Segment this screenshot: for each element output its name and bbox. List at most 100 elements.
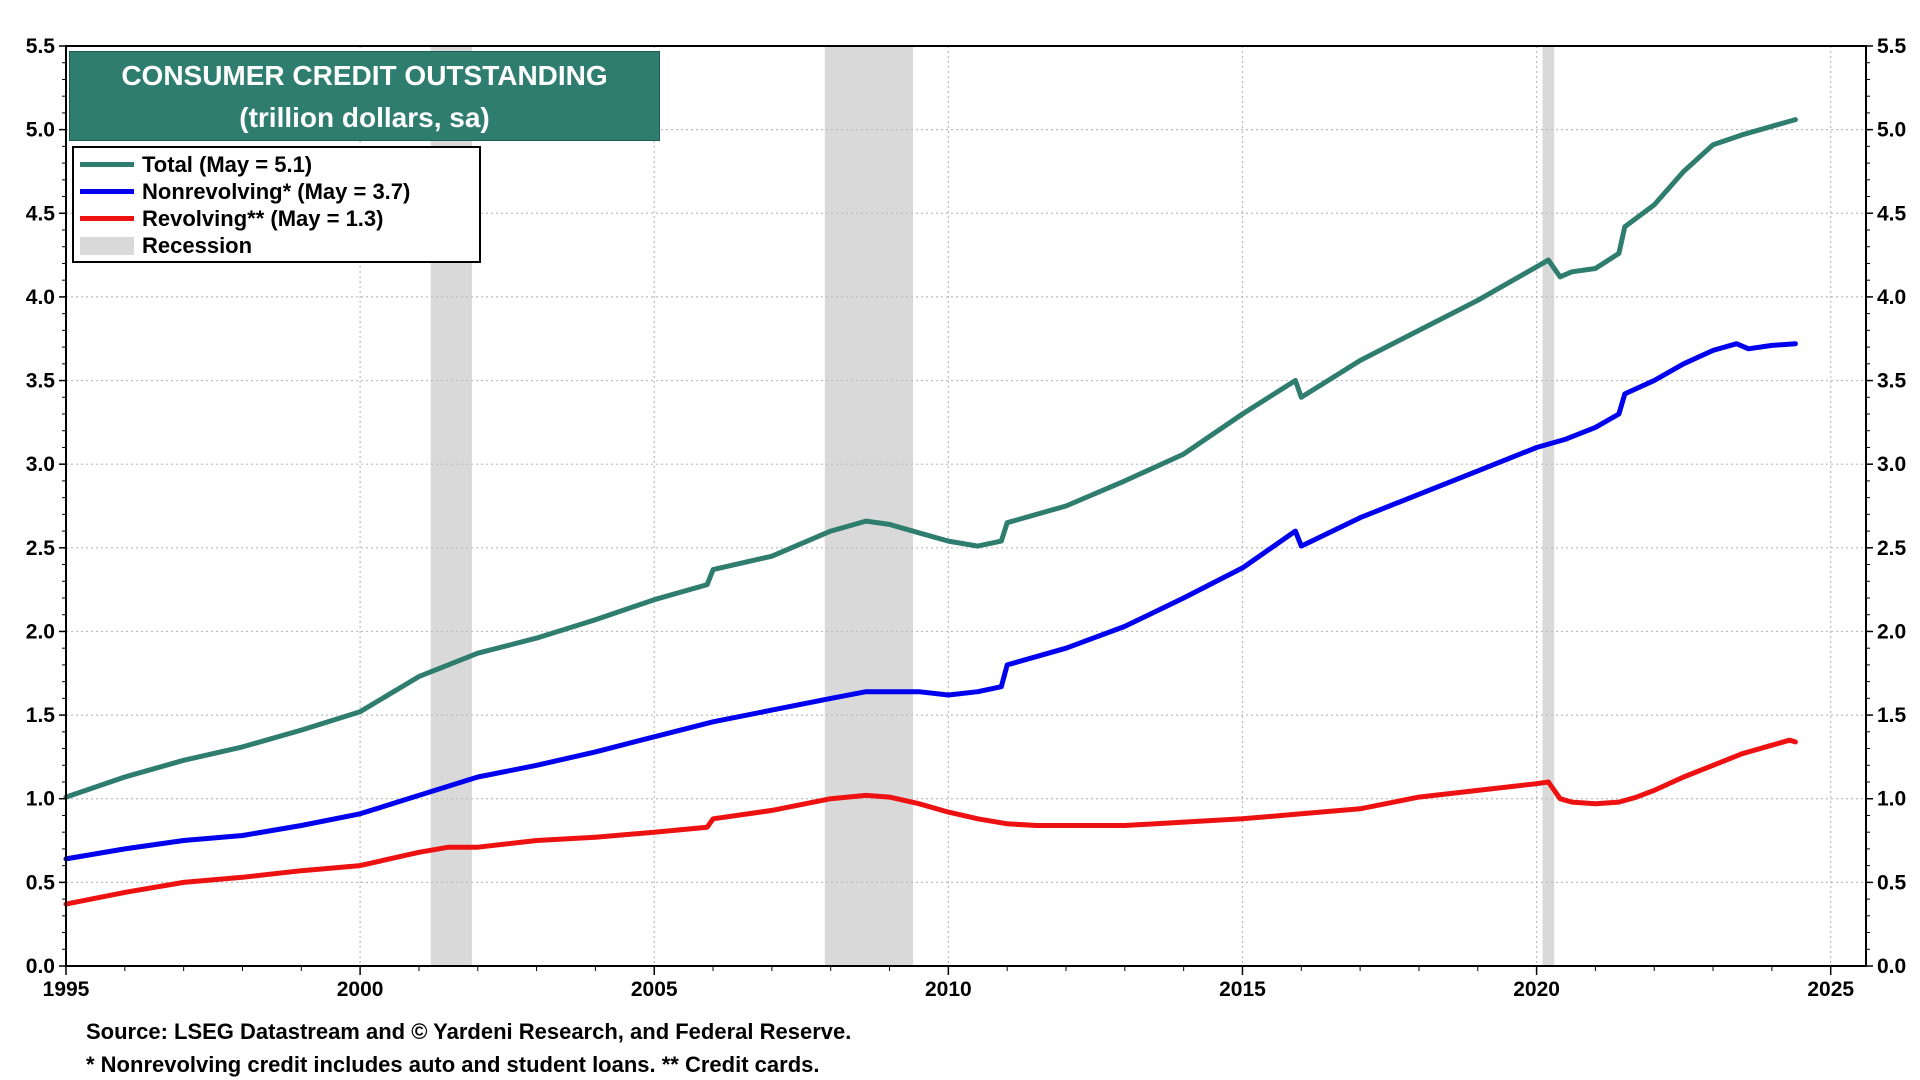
data-point-total <box>976 544 980 548</box>
data-point-revolving <box>123 890 127 894</box>
data-point-total <box>1546 258 1550 262</box>
y-tick-label-right-11: 5.5 <box>1877 35 1907 58</box>
data-point-total <box>1064 504 1068 508</box>
data-point-total <box>1652 203 1656 207</box>
legend-item-nonrevolving: Nonrevolving* (May = 3.7) <box>80 178 479 205</box>
legend-swatch-total <box>80 162 134 167</box>
data-point-total <box>123 775 127 779</box>
data-point-nonrevolving <box>1358 516 1362 520</box>
legend-swatch-nonrevolving <box>80 189 134 194</box>
data-point-nonrevolving <box>1617 412 1621 416</box>
data-point-total <box>917 531 921 535</box>
data-point-revolving <box>1064 823 1068 827</box>
data-point-revolving <box>476 845 480 849</box>
data-point-revolving <box>946 810 950 814</box>
data-point-nonrevolving <box>1623 392 1627 396</box>
data-point-total <box>476 651 480 655</box>
data-point-nonrevolving <box>240 834 244 838</box>
data-point-nonrevolving <box>864 690 868 694</box>
data-point-nonrevolving <box>358 812 362 816</box>
data-point-revolving <box>446 845 450 849</box>
data-point-revolving <box>1788 738 1792 742</box>
data-point-total <box>182 758 186 762</box>
data-point-nonrevolving <box>946 693 950 697</box>
y-tick-label-right-3: 1.5 <box>1877 704 1907 727</box>
data-point-total <box>864 519 868 523</box>
data-point-revolving <box>1476 788 1480 792</box>
data-point-total <box>1293 379 1297 383</box>
data-point-revolving <box>976 817 980 821</box>
data-point-revolving <box>917 802 921 806</box>
data-point-nonrevolving <box>711 720 715 724</box>
series-line-nonrevolving <box>63 341 1798 862</box>
data-point-revolving <box>593 835 597 839</box>
data-point-nonrevolving <box>535 763 539 767</box>
data-point-total <box>1535 265 1539 269</box>
data-point-nonrevolving <box>1005 663 1009 667</box>
data-point-nonrevolving <box>1746 347 1750 351</box>
data-point-nonrevolving <box>1735 342 1739 346</box>
data-point-revolving <box>299 869 303 873</box>
data-point-nonrevolving <box>593 750 597 754</box>
data-point-nonrevolving <box>770 708 774 712</box>
data-point-revolving <box>1711 763 1715 767</box>
data-point-revolving <box>770 808 774 812</box>
data-point-revolving <box>1682 775 1686 779</box>
data-point-total <box>1617 251 1621 255</box>
x-tick-label-1: 2000 <box>337 978 384 1001</box>
legend-item-total: Total (May = 5.1) <box>80 151 479 178</box>
data-point-total <box>358 710 362 714</box>
data-point-nonrevolving <box>182 839 186 843</box>
chart-subtitle: (trillion dollars, sa) <box>239 102 490 133</box>
data-point-nonrevolving <box>476 775 480 779</box>
data-point-total <box>1123 479 1127 483</box>
data-point-total <box>711 568 715 572</box>
data-point-nonrevolving <box>1770 343 1774 347</box>
data-point-total <box>888 522 892 526</box>
data-point-revolving <box>888 795 892 799</box>
y-tick-label-left-4: 2.0 <box>26 620 55 643</box>
data-point-total <box>1240 412 1244 416</box>
data-point-total <box>1558 275 1562 279</box>
data-point-nonrevolving <box>1593 425 1597 429</box>
data-point-nonrevolving <box>1240 566 1244 570</box>
data-point-revolving <box>182 880 186 884</box>
data-point-revolving <box>1417 795 1421 799</box>
y-tick-label-left-9: 4.5 <box>26 202 56 225</box>
data-point-nonrevolving <box>1793 342 1797 346</box>
y-tick-label-right-1: 0.5 <box>1877 871 1907 894</box>
y-tick-label-left-2: 1.0 <box>26 788 55 811</box>
data-point-nonrevolving <box>1417 492 1421 496</box>
y-tick-label-right-6: 3.0 <box>1877 453 1906 476</box>
legend-label-revolving: Revolving** (May = 1.3) <box>142 205 384 231</box>
y-tick-label-left-8: 4.0 <box>26 286 55 309</box>
data-point-total <box>1570 270 1574 274</box>
series <box>63 117 1798 907</box>
data-point-revolving <box>1617 800 1621 804</box>
data-point-revolving <box>417 850 421 854</box>
y-tick-label-right-9: 4.5 <box>1877 202 1907 225</box>
data-point-revolving <box>1535 782 1539 786</box>
legend-label-recession: Recession <box>142 232 253 258</box>
x-tick-label-0: 1995 <box>43 978 90 1001</box>
data-point-total <box>240 745 244 749</box>
source-note: Source: LSEG Datastream and © Yardeni Re… <box>86 1019 852 1044</box>
chart-title: CONSUMER CREDIT OUTSTANDING <box>121 60 608 91</box>
data-point-total <box>593 618 597 622</box>
data-point-total <box>417 675 421 679</box>
legend-label-nonrevolving: Nonrevolving* (May = 3.7) <box>142 178 411 204</box>
data-point-nonrevolving <box>1564 437 1568 441</box>
data-point-revolving <box>1546 780 1550 784</box>
data-point-total <box>1299 395 1303 399</box>
data-point-revolving <box>1570 800 1574 804</box>
data-point-total <box>1740 133 1744 137</box>
legend: Total (May = 5.1) Nonrevolving* (May = 3… <box>72 146 481 263</box>
data-point-nonrevolving <box>417 793 421 797</box>
y-tick-label-left-3: 1.5 <box>26 704 56 727</box>
data-point-revolving <box>829 797 833 801</box>
y-tick-label-left-7: 3.5 <box>26 370 56 393</box>
data-point-total <box>299 728 303 732</box>
data-point-nonrevolving <box>888 690 892 694</box>
data-point-nonrevolving <box>1535 445 1539 449</box>
data-point-nonrevolving <box>917 690 921 694</box>
